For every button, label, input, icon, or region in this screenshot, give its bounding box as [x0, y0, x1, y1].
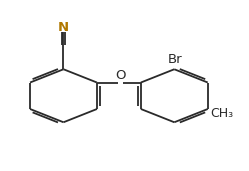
Text: CH₃: CH₃	[210, 107, 233, 120]
Text: O: O	[115, 69, 126, 82]
Text: Br: Br	[168, 53, 183, 66]
Text: N: N	[58, 21, 69, 34]
